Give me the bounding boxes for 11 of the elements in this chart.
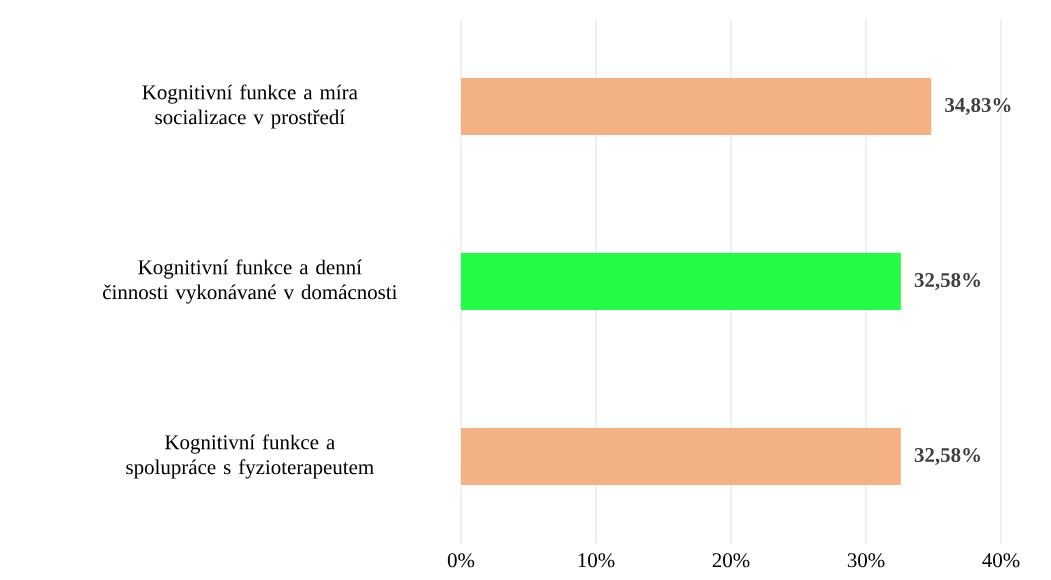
data-label: 34,83% [945,97,1011,116]
x-tick-label: 10% [578,553,615,568]
y-tick-label: Kognitivní funkce a míra socializace v prostředí [142,84,358,129]
x-tick-label: 20% [712,553,750,568]
x-tick-label: 0% [447,553,475,568]
y-tick-label: Kognitivní funkce a denní činnosti vykonávané v domácnosti [103,259,398,304]
x-tick-label: 40% [982,553,1020,568]
data-label: 32,58% [914,447,981,466]
x-tick-label: 30% [847,553,885,568]
y-tick-label: Kognitivní funkce a spolupráce s fyzioterapeutem [126,434,374,479]
data-label: 32,58% [914,272,981,291]
